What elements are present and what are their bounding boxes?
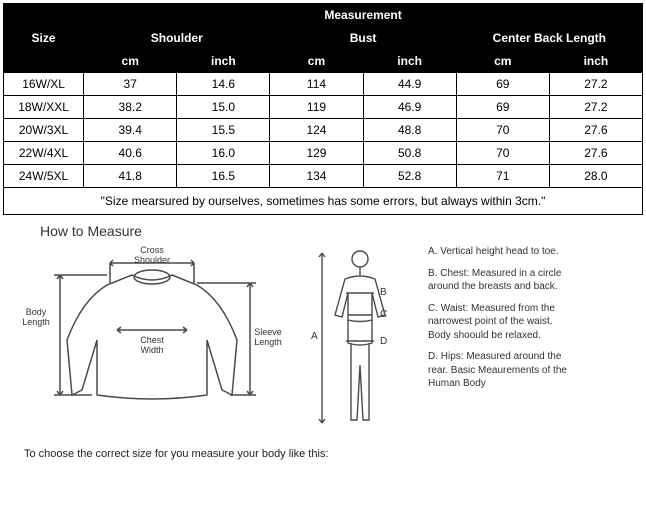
- body-label-b: B: [380, 287, 387, 298]
- legend-b: B. Chest: Measured in a circle around th…: [428, 267, 578, 294]
- unit-inch: inch: [549, 50, 642, 73]
- unit-cm: cm: [270, 50, 363, 73]
- shirt-diagram: CrossShoulder BodyLength ChestWidth Slee…: [22, 245, 282, 420]
- how-to-footline: To choose the correct size for you measu…: [24, 448, 624, 460]
- table-row: 20W/3XL39.415.512448.87027.6: [4, 119, 643, 142]
- header-center-back: Center Back Length: [456, 27, 642, 50]
- label-chest-width: ChestWidth: [140, 335, 164, 355]
- unit-inch: inch: [363, 50, 456, 73]
- unit-cm: cm: [456, 50, 549, 73]
- body-diagram: A B C D: [290, 245, 420, 440]
- table-row: 18W/XXL38.215.011946.96927.2: [4, 96, 643, 119]
- table-note: "Size mearsured by ourselves, sometimes …: [4, 188, 643, 215]
- label-cross-shoulder: CrossShoulder: [134, 245, 170, 265]
- unit-cm: cm: [84, 50, 177, 73]
- header-size: Size: [4, 4, 84, 73]
- how-to-measure-section: How to Measure: [0, 223, 646, 460]
- label-body-length: BodyLength: [22, 307, 50, 327]
- legend-a: A. Vertical height head to toe.: [428, 245, 578, 259]
- label-sleeve-length: SleeveLength: [254, 327, 282, 347]
- legend-c: C. Waist: Measured from the narrowest po…: [428, 302, 578, 343]
- body-label-c: C: [380, 309, 387, 320]
- header-bust: Bust: [270, 27, 456, 50]
- header-shoulder: Shoulder: [84, 27, 270, 50]
- body-label-a: A: [311, 331, 318, 342]
- measurement-legend: A. Vertical height head to toe. B. Chest…: [428, 245, 624, 399]
- body-label-d: D: [380, 336, 387, 347]
- size-chart-table: Size Measurement Shoulder Bust Center Ba…: [3, 3, 643, 215]
- header-measurement: Measurement: [84, 4, 643, 27]
- size-chart-body: 16W/XL3714.611444.96927.2 18W/XXL38.215.…: [4, 73, 643, 215]
- table-row: 22W/4XL40.616.012950.87027.6: [4, 142, 643, 165]
- table-row: 24W/5XL41.816.513452.87128.0: [4, 165, 643, 188]
- table-note-row: "Size mearsured by ourselves, sometimes …: [4, 188, 643, 215]
- unit-inch: inch: [177, 50, 270, 73]
- legend-d: D. Hips: Measured around the rear. Basic…: [428, 350, 578, 391]
- how-to-title: How to Measure: [40, 223, 624, 239]
- table-row: 16W/XL3714.611444.96927.2: [4, 73, 643, 96]
